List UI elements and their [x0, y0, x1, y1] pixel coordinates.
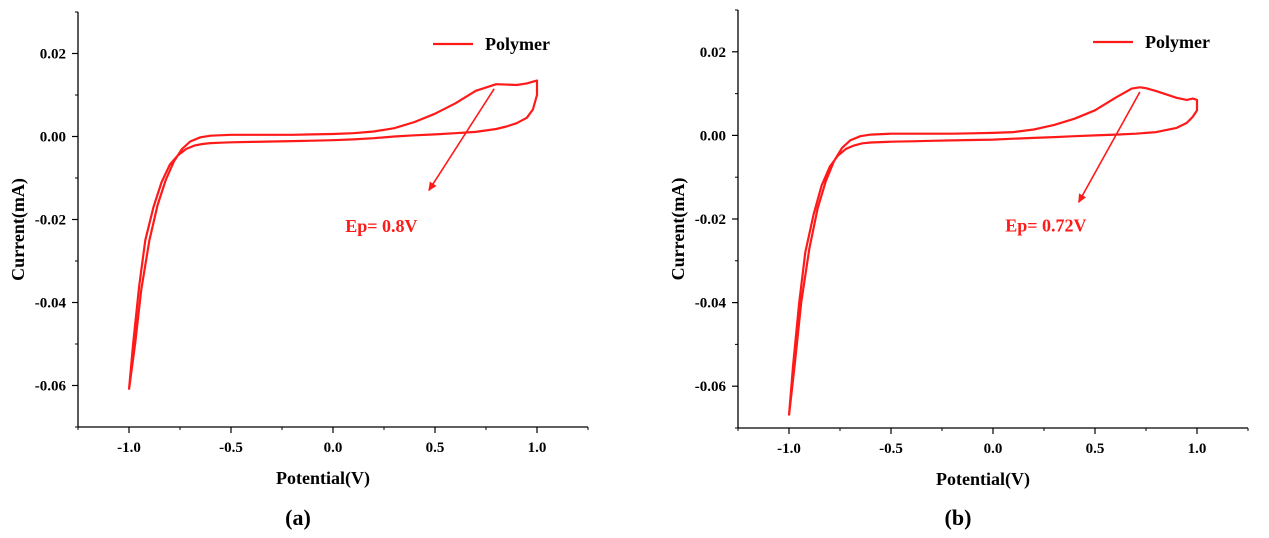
y-axis-label: Current(mA) — [8, 178, 29, 281]
y-tick-label: -0.04 — [695, 296, 727, 312]
y-axis-label: Current(mA) — [668, 178, 689, 281]
series-line-polymer — [127, 79, 539, 390]
y-tick-label: -0.02 — [35, 213, 66, 229]
y-tick-label: 0.02 — [40, 47, 66, 63]
chart-panel-a: -1.0 -0.5 0.0 0.5 1.0 0.02 0.00 -0.02 -0.04 -0.06… — [8, 11, 589, 530]
y-tick-label: 0.02 — [700, 45, 726, 61]
annotation-arrow — [1077, 91, 1141, 204]
y-tick-label: -0.06 — [695, 379, 727, 395]
y-tick-label: -0.04 — [35, 296, 67, 312]
chart-panel-b: -1.0 -0.5 0.0 0.5 1.0 0.02 0.00 -0.02 -0.04 -0.06… — [668, 9, 1249, 530]
x-tick-label: 1.0 — [528, 440, 547, 456]
x-tick-label: 0.5 — [426, 440, 445, 456]
x-tick-label: -0.5 — [879, 441, 903, 457]
series-line-polymer — [787, 86, 1199, 416]
y-tick-label: 0.00 — [700, 128, 726, 144]
x-tick-label: -0.5 — [219, 440, 243, 456]
legend-label: Polymer — [485, 34, 550, 54]
y-tick-label: -0.02 — [695, 212, 726, 228]
x-axis-label: Potential(V) — [276, 468, 370, 489]
y-tick-label: -0.06 — [35, 379, 67, 395]
panel-label: (a) — [285, 505, 311, 530]
peak-annotation: Ep= 0.72V — [1005, 216, 1086, 236]
x-tick-label: -1.0 — [777, 441, 801, 457]
y-tick-label: 0.00 — [40, 130, 66, 146]
legend-label: Polymer — [1145, 32, 1210, 52]
x-tick-label: -1.0 — [117, 440, 141, 456]
x-tick-label: 1.0 — [1188, 441, 1207, 457]
x-axis-label: Potential(V) — [936, 469, 1030, 490]
annotation-arrow — [428, 88, 495, 192]
panel-label: (b) — [945, 505, 972, 530]
peak-annotation: Ep= 0.8V — [345, 216, 417, 236]
x-tick-label: 0.5 — [1086, 441, 1105, 457]
x-tick-label: 0.0 — [324, 440, 343, 456]
x-tick-label: 0.0 — [984, 441, 1003, 457]
